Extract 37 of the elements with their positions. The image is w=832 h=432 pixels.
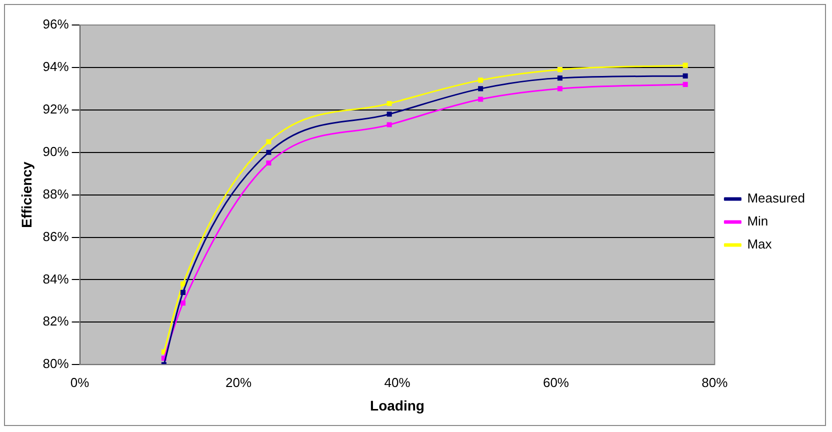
point (557, 76, 562, 81)
y-tick-label: 86% (42, 228, 70, 244)
point (682, 62, 688, 68)
y-tick-label: 80% (42, 356, 70, 372)
point (478, 86, 484, 92)
x-tick-label: 20% (226, 374, 252, 390)
point (478, 78, 484, 83)
y-tick-label: 92% (42, 101, 70, 116)
y-tick-label: 88% (42, 186, 70, 202)
point (386, 122, 392, 128)
y-tick-label: 84% (42, 271, 70, 286)
x-tick-label: 60% (542, 374, 570, 390)
point (682, 73, 688, 78)
point (180, 290, 186, 295)
point (557, 67, 562, 72)
legend-label: Measured (747, 190, 806, 206)
y-axis-title: Efficiency (18, 162, 34, 228)
point (180, 281, 186, 286)
y-tick-label: 94% (42, 59, 70, 74)
x-tick-label: 40% (384, 374, 411, 390)
point (266, 139, 272, 144)
point (557, 86, 562, 92)
y-tick-label: 90% (42, 144, 70, 159)
point (266, 160, 272, 166)
x-axis-title: Loading (370, 397, 424, 414)
legend-label: Max (747, 236, 772, 252)
point (180, 300, 186, 306)
point (266, 150, 272, 155)
point (682, 82, 688, 87)
y-tick-label: 82% (42, 314, 70, 329)
y-tick-label: 96% (42, 16, 70, 32)
x-tick-label: 0% (70, 374, 90, 390)
x-tick-label: 80% (702, 374, 728, 390)
legend-label: Min (747, 214, 768, 229)
point (386, 101, 392, 106)
point (386, 112, 392, 117)
point (478, 96, 484, 102)
